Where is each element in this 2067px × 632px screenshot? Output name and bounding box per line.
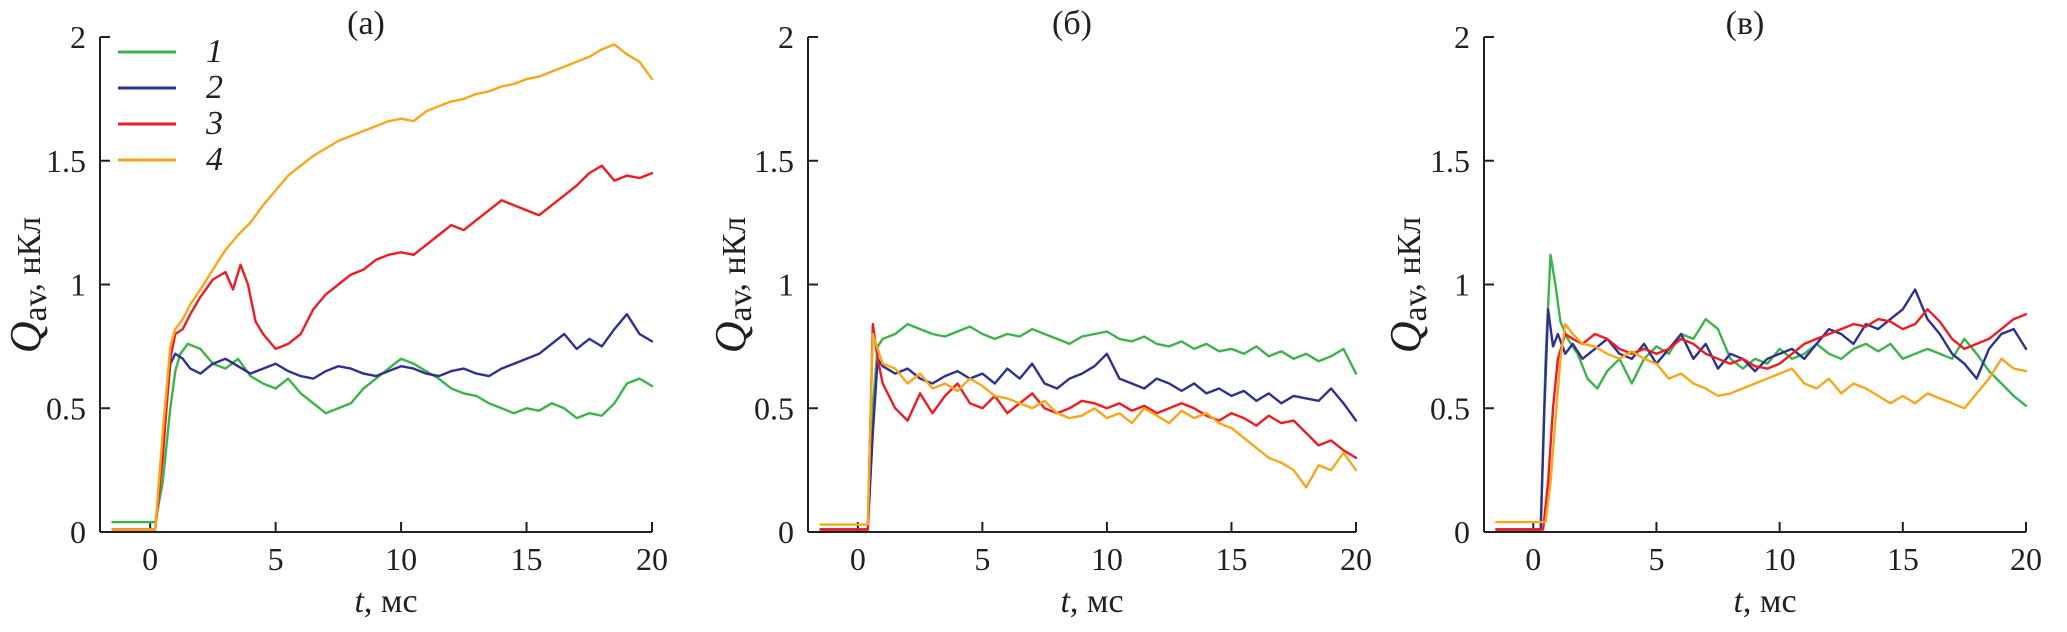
y-axis-subscript: av: [722, 289, 759, 321]
series-line-3: [819, 322, 1358, 531]
x-tick-label: 5: [1648, 541, 1664, 577]
series-line-4: [1495, 322, 2028, 524]
series-line-3: [111, 164, 654, 531]
x-axis-label: t, мс: [1733, 583, 1796, 620]
x-axis-var: t: [1733, 583, 1744, 620]
y-tick-label: 1.5: [46, 143, 86, 179]
x-axis-label: t, мс: [354, 583, 417, 620]
x-tick-label: 10: [1091, 541, 1123, 577]
y-tick-label: 1: [778, 267, 794, 303]
legend-label: 4: [206, 141, 223, 178]
y-axis-label: Qav, нКл: [1, 217, 54, 354]
x-tick-label: 15: [511, 541, 543, 577]
x-tick-label: 5: [974, 541, 990, 577]
x-tick-label: 20: [1340, 541, 1372, 577]
x-axis-var: t: [1060, 583, 1071, 620]
x-tick-label: 20: [636, 541, 668, 577]
y-tick-label: 0.5: [46, 390, 86, 426]
series-line-2: [819, 352, 1358, 531]
x-tick-label: 15: [1887, 541, 1919, 577]
legend-label: 2: [206, 69, 223, 106]
series-line-3: [1495, 308, 2028, 531]
series-line-2: [1495, 288, 2028, 531]
series-line-2: [111, 313, 654, 531]
y-tick-label: 2: [778, 19, 794, 55]
x-tick-label: 0: [850, 541, 866, 577]
panel-title: (а): [347, 5, 385, 42]
y-tick-label: 1.5: [754, 143, 794, 179]
y-tick-label: 0.5: [754, 390, 794, 426]
x-tick-label: 0: [142, 541, 158, 577]
panel-title: (б): [1052, 5, 1092, 42]
y-axis-label: Qav, нКл: [1381, 217, 1434, 354]
panel-title: (в): [1726, 5, 1765, 42]
y-axis-var: Q: [706, 321, 755, 353]
legend-label: 3: [205, 105, 223, 142]
x-axis-label: t, мс: [1060, 583, 1123, 620]
y-axis-subscript: av: [17, 289, 54, 321]
x-tick-label: 5: [268, 541, 284, 577]
legend-label: 1: [206, 33, 223, 70]
y-tick-label: 0.5: [1430, 390, 1470, 426]
y-axis-unit: , нКл: [716, 217, 753, 292]
y-axis-unit: , нКл: [11, 217, 48, 292]
x-tick-label: 0: [1525, 541, 1541, 577]
y-tick-label: 0: [1454, 514, 1470, 550]
x-axis-unit: , мс: [1743, 583, 1797, 620]
y-tick-label: 1.5: [1430, 143, 1470, 179]
y-axis-var: Q: [1381, 321, 1430, 353]
x-tick-label: 10: [1764, 541, 1796, 577]
y-axis-unit: , нКл: [1391, 217, 1428, 292]
series-line-1: [819, 322, 1358, 531]
x-axis-unit: , мс: [1070, 583, 1124, 620]
y-axis-var: Q: [1, 321, 50, 353]
y-axis-subscript: av: [1397, 289, 1434, 321]
series-line-1: [1495, 253, 2028, 531]
y-tick-label: 2: [1454, 19, 1470, 55]
y-tick-label: 0: [70, 514, 86, 550]
chart-panel-2: 0 5 10 15 20 0 0.5 1 1.5 2 (б) t, мс Qav, нКл: [706, 5, 1372, 620]
series-line-4: [819, 332, 1358, 526]
y-tick-label: 1: [1454, 267, 1470, 303]
x-tick-label: 10: [385, 541, 417, 577]
x-tick-label: 20: [2010, 541, 2042, 577]
y-tick-label: 0: [778, 514, 794, 550]
series-line-4: [111, 43, 654, 531]
y-axis-label: Qav, нКл: [706, 217, 759, 354]
x-axis-unit: , мс: [364, 583, 418, 620]
chart-panel-3: 0 5 10 15 20 0 0.5 1 1.5 2 (в) t, мс Qav, нКл: [1381, 5, 2042, 620]
y-tick-label: 1: [70, 267, 86, 303]
x-tick-label: 15: [1215, 541, 1247, 577]
y-tick-label: 2: [70, 19, 86, 55]
x-axis-var: t: [354, 583, 365, 620]
